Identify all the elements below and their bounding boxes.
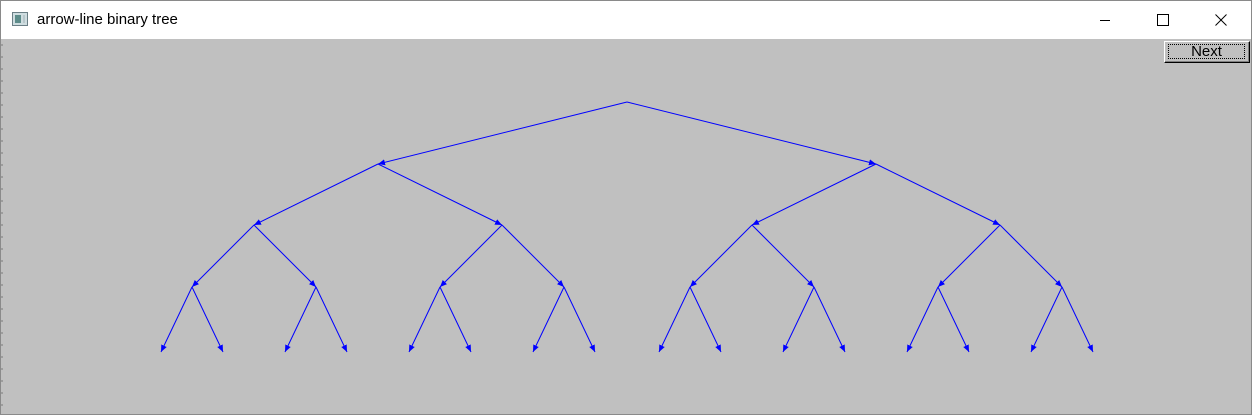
tree-edge-left (532, 286, 565, 353)
tree-edge-left (689, 224, 753, 288)
tree-edge-left (160, 286, 193, 353)
next-button[interactable]: Next (1164, 41, 1250, 63)
tree-edge-left (439, 224, 503, 288)
minimize-button[interactable] (1076, 1, 1134, 39)
tree-canvas: Next (1, 39, 1251, 414)
tree-edge-right (626, 101, 877, 166)
tree-edge-left (658, 286, 691, 353)
tree-edge-right (563, 286, 596, 353)
tree-edge-left (191, 224, 255, 288)
tree-edge-right (689, 286, 722, 353)
tree-edge-left (937, 224, 1001, 288)
maximize-button[interactable] (1134, 1, 1192, 39)
tree-edge-left (751, 163, 877, 226)
maximize-icon (1157, 14, 1169, 26)
app-window-icon (12, 12, 28, 26)
tree-edge-right (191, 286, 224, 353)
window-title: arrow-line binary tree (37, 11, 178, 28)
tree-edge-left (906, 286, 939, 353)
minimize-icon (1100, 20, 1110, 21)
tree-edge-right (1061, 286, 1094, 353)
tree-edge-left (253, 163, 379, 226)
tree-edge-right (999, 224, 1063, 288)
title-bar[interactable]: arrow-line binary tree (1, 1, 1251, 39)
next-button-label: Next (1168, 43, 1245, 60)
tree-edge-right (875, 163, 1001, 226)
tree-edge-right (377, 163, 503, 226)
tree-edge-right (751, 224, 815, 288)
tree-edge-right (937, 286, 970, 353)
tree-edge-left (408, 286, 441, 353)
tree-edges (160, 101, 1094, 353)
close-button[interactable] (1192, 1, 1250, 39)
tree-edge-left (782, 286, 815, 353)
left-edge-ticks (1, 44, 3, 406)
tree-edge-right (253, 224, 317, 288)
tree-edge-left (284, 286, 317, 353)
tree-edge-right (501, 224, 565, 288)
tree-edge-right (315, 286, 348, 353)
binary-tree-diagram (160, 101, 1094, 353)
tree-edge-right (439, 286, 472, 353)
tree-edge-right (813, 286, 846, 353)
close-icon (1215, 14, 1227, 26)
tree-edge-left (1030, 286, 1063, 353)
tree-edge-left (377, 101, 628, 166)
